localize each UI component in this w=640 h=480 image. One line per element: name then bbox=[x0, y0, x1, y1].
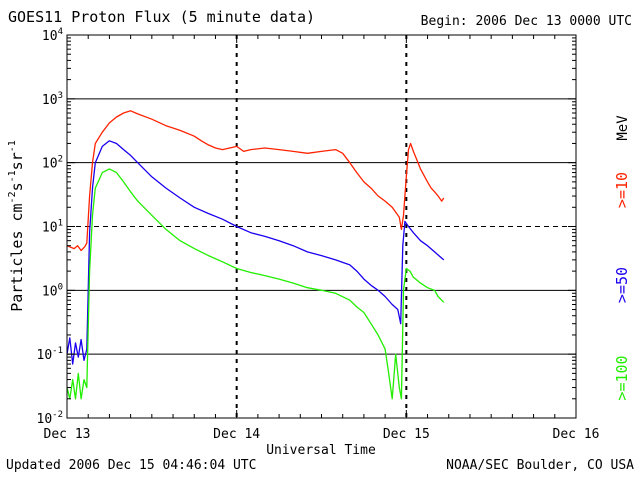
x-tick-label: Dec 13 bbox=[44, 427, 91, 442]
y-tick-label: 104 bbox=[42, 27, 63, 44]
series-line-ge10 bbox=[67, 110, 445, 252]
chart-title: GOES11 Proton Flux (5 minute data) bbox=[8, 8, 316, 26]
begin-timestamp: Begin: 2006 Dec 13 0000 UTC bbox=[420, 14, 632, 29]
y-tick-label: 102 bbox=[42, 155, 63, 172]
y-tick-label: 10-1 bbox=[37, 346, 64, 363]
credit-line: NOAA/SEC Boulder, CO USA bbox=[446, 458, 634, 473]
series-line-ge100 bbox=[67, 168, 445, 400]
legend-label-ge100: >=100 bbox=[613, 355, 631, 400]
legend-unit-label: MeV bbox=[615, 115, 631, 141]
x-tick-label: Dec 15 bbox=[383, 427, 430, 442]
x-tick-label: Dec 14 bbox=[213, 427, 260, 442]
legend-label-ge10: >=10 bbox=[613, 172, 631, 208]
series-line-ge50 bbox=[67, 140, 445, 365]
y-tick-label: 103 bbox=[42, 91, 63, 108]
legend-label-ge50: >=50 bbox=[613, 267, 631, 303]
y-tick-label: 101 bbox=[42, 219, 63, 236]
updated-timestamp: Updated 2006 Dec 15 04:46:04 UTC bbox=[6, 458, 257, 473]
x-axis-label: Universal Time bbox=[266, 443, 376, 458]
y-tick-label: 100 bbox=[42, 282, 63, 299]
y-tick-label: 10-2 bbox=[37, 410, 64, 427]
x-tick-label: Dec 16 bbox=[553, 427, 600, 442]
y-axis-label: Particles cm-2s-1sr-1 bbox=[7, 140, 26, 312]
